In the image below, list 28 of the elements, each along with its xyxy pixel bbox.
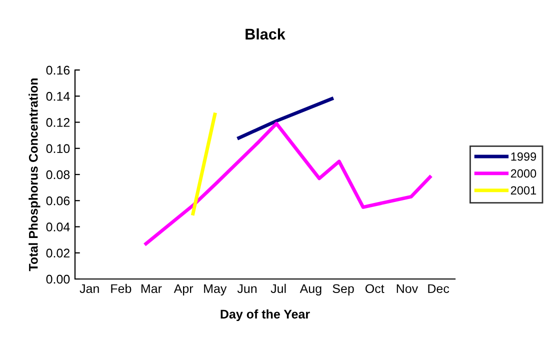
line-series (144, 122, 432, 246)
y-tick-label: 0.04 (46, 222, 70, 232)
chart-title: Black (246, 28, 286, 40)
x-tick-label: Feb (111, 284, 132, 294)
y-axis-title: Total Phosphorus Concentration (28, 78, 40, 272)
x-tick-label: Dec (428, 284, 450, 294)
x-tick-label: Jul (270, 284, 286, 294)
x-tick-label: May (204, 284, 227, 296)
y-tick-label: 0.02 (46, 248, 70, 258)
y-tick-label: 0.08 (46, 170, 70, 180)
x-tick-label: Aug (300, 284, 322, 296)
x-axis-title: Day of the Year (220, 309, 310, 322)
x-tick-label: Sep (332, 284, 354, 296)
y-tick-label: 0.00 (46, 274, 70, 284)
x-tick-label: Nov (396, 284, 418, 294)
x-tick-label: Apr (174, 284, 194, 296)
y-tick-label: 0.06 (46, 196, 70, 206)
legend-label: 2000 (510, 169, 536, 178)
x-tick-label: Mar (141, 284, 162, 294)
y-tick-label: 0.16 (46, 66, 70, 75)
x-tick-label: Jun (237, 284, 257, 294)
y-tick-label: 0.10 (46, 144, 70, 154)
y-tick-label: 0.12 (46, 118, 70, 127)
legend-label: 1999 (511, 152, 536, 161)
legend-label: 2001 (510, 186, 536, 195)
x-tick-label: Oct (365, 284, 384, 294)
x-tick-label: Jan (80, 284, 99, 294)
y-tick-label: 0.14 (46, 92, 70, 101)
